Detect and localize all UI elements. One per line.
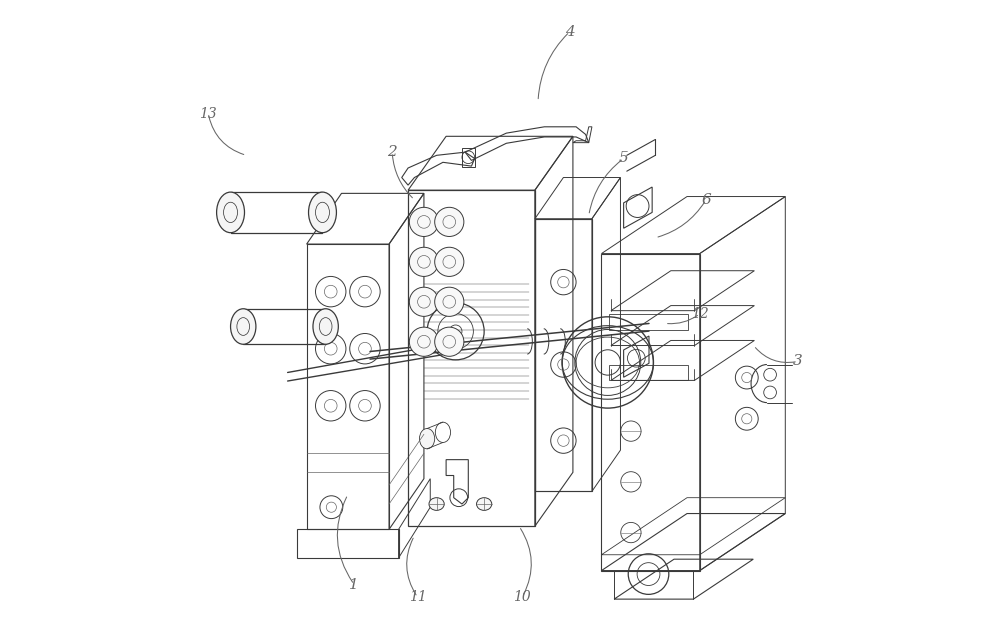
- Ellipse shape: [231, 309, 256, 344]
- Text: 1: 1: [349, 578, 359, 592]
- Text: 5: 5: [619, 152, 629, 165]
- Ellipse shape: [429, 498, 444, 510]
- Circle shape: [435, 207, 464, 236]
- Text: 6: 6: [701, 193, 711, 207]
- Bar: [609, 314, 688, 330]
- Bar: [609, 365, 688, 380]
- Circle shape: [409, 247, 439, 276]
- Circle shape: [409, 207, 439, 236]
- Ellipse shape: [217, 192, 244, 233]
- Circle shape: [435, 247, 464, 276]
- Text: 3: 3: [793, 354, 803, 368]
- Text: 12: 12: [691, 307, 709, 321]
- Ellipse shape: [313, 309, 338, 344]
- Text: 11: 11: [409, 590, 426, 604]
- Circle shape: [409, 327, 439, 356]
- Text: 2: 2: [387, 145, 397, 159]
- Text: 4: 4: [565, 25, 575, 39]
- Circle shape: [435, 287, 464, 316]
- Text: 10: 10: [513, 590, 531, 604]
- Text: 13: 13: [199, 107, 217, 121]
- Ellipse shape: [477, 498, 492, 510]
- Circle shape: [409, 287, 439, 316]
- Ellipse shape: [309, 192, 336, 233]
- Circle shape: [435, 327, 464, 356]
- Bar: [462, 148, 475, 167]
- Ellipse shape: [419, 429, 435, 449]
